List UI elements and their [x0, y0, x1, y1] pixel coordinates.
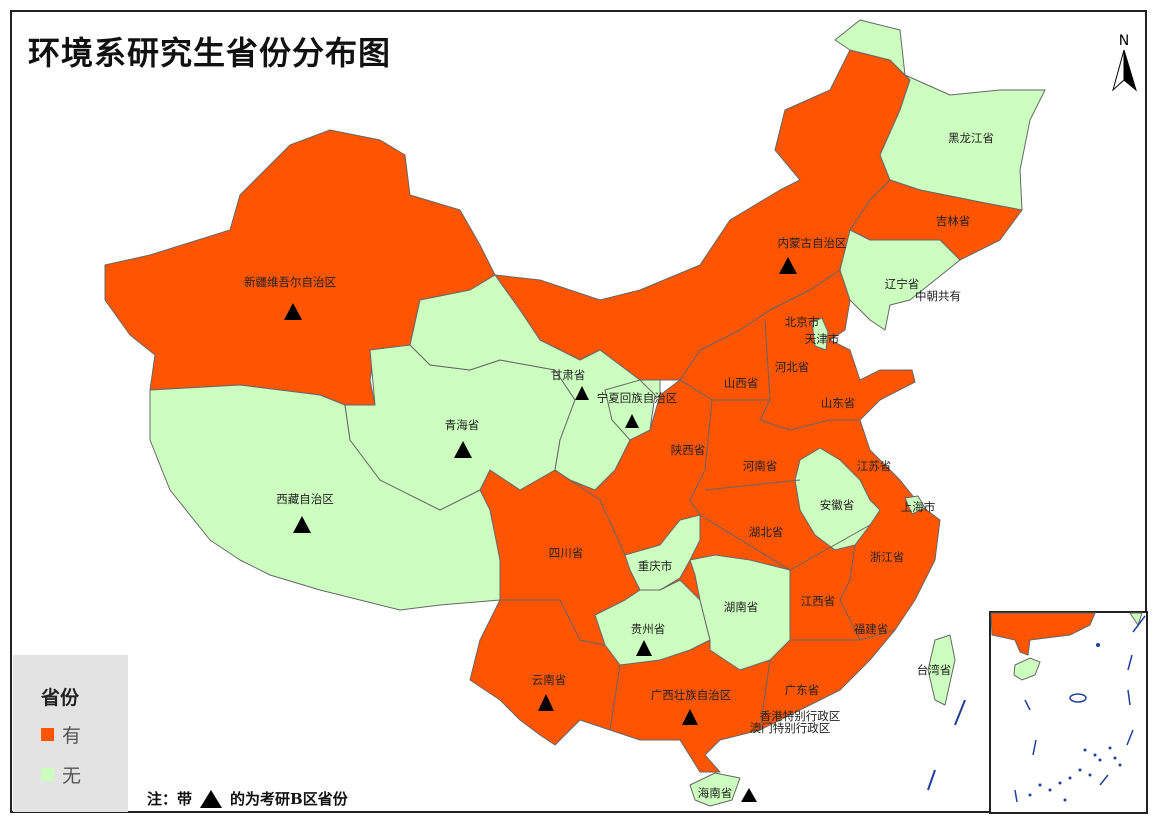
triangle-icon: [625, 414, 639, 428]
province-labels: 黑龙江省 吉林省 内蒙古自治区 辽宁省 中朝共有 新疆维吾尔自治区 北京市 天津…: [244, 131, 994, 800]
province-label: 河北省: [775, 360, 810, 374]
boundary-lines: [699, 514, 871, 571]
south-china-sea-inset: [989, 611, 1148, 814]
boundary-lines: [679, 379, 713, 516]
region-gansu: [409, 274, 661, 491]
province-label: 福建省: [854, 622, 889, 636]
legend-item-none: 无: [41, 761, 81, 788]
region-inner-mongolia: [494, 49, 911, 381]
province-label: 陕西省: [671, 443, 706, 457]
province-label: 江苏省: [857, 459, 892, 473]
province-label: 上海市: [901, 500, 936, 514]
note-suffix: 的为考研B区省份: [230, 790, 348, 808]
province-label: 辽宁省: [885, 277, 920, 291]
province-label: 甘肃省: [551, 368, 586, 382]
boundary-lines: [759, 659, 771, 731]
boundary-lines: [759, 319, 860, 431]
boundary-lines: [554, 469, 626, 556]
boundary-lines: [839, 544, 896, 641]
boundary-lines: [500, 599, 606, 646]
boundary-lines: [704, 479, 801, 491]
sea-boundary-dashes: [927, 699, 966, 791]
province-label: 广东省: [785, 683, 820, 697]
triangle-icon: [682, 709, 698, 725]
province-label: 湖北省: [749, 525, 784, 539]
province-label: 新疆维吾尔自治区: [244, 275, 336, 289]
region-shanghai: [904, 495, 926, 515]
province-label: 贵州省: [631, 622, 666, 636]
north-arrow-icon: N: [1112, 33, 1137, 92]
province-label: 澳门特别行政区: [750, 721, 831, 735]
triangle-icon: [575, 386, 589, 400]
triangle-icon: [454, 441, 472, 458]
province-label: 山东省: [821, 396, 856, 410]
province-label: 云南省: [532, 673, 567, 687]
province-label: 青海省: [445, 418, 480, 432]
legend-title: 省份: [41, 687, 80, 709]
region-tianjin: [811, 317, 829, 351]
b-zone-markers: [284, 257, 797, 802]
province-label: 海南省: [698, 786, 733, 800]
map-title: 环境系研究生省份分布图: [28, 34, 392, 72]
province-label: 湖南省: [724, 600, 759, 614]
province-label: 河南省: [743, 459, 778, 473]
province-label: 江西省: [801, 594, 836, 608]
province-label: 内蒙古自治区: [778, 236, 847, 250]
legend-swatch: [41, 768, 54, 781]
province-label: 中朝共有: [915, 289, 961, 303]
region-ningxia: [604, 379, 656, 441]
triangle-icon: [293, 516, 311, 533]
province-label: 山西省: [724, 376, 759, 390]
region-taiwan: [927, 634, 956, 706]
region-liaoning: [839, 229, 961, 331]
province-label: 宁夏回族自治区: [597, 391, 678, 405]
boundary-lines: [609, 664, 621, 731]
triangle-icon: [779, 257, 797, 274]
province-label: 安徽省: [820, 498, 855, 512]
legend-label: 有: [62, 725, 82, 747]
triangle-icon: [741, 788, 757, 802]
province-label: 天津市: [805, 332, 840, 346]
province-label: 北京市: [785, 315, 820, 329]
note-prefix: 注：带: [147, 790, 193, 808]
province-label: 黑龙江省: [948, 131, 994, 145]
region-hainan: [689, 772, 741, 807]
province-label: 广西壮族自治区: [651, 688, 732, 702]
triangle-icon: [284, 303, 302, 320]
map-frame: [10, 10, 1147, 813]
north-label: N: [1119, 33, 1129, 49]
triangle-icon: [636, 640, 652, 656]
province-label: 香港特别行政区: [760, 709, 841, 723]
triangle-icon: [538, 694, 554, 711]
legend-item-has: 有: [41, 721, 81, 748]
legend: 省份 有 无: [13, 655, 128, 812]
province-label: 重庆市: [638, 559, 673, 573]
province-label: 四川省: [549, 546, 584, 560]
map-note: 注：带 的为考研B区省份: [147, 788, 348, 809]
province-label: 西藏自治区: [276, 492, 334, 506]
province-label: 台湾省: [917, 663, 952, 677]
province-label: 吉林省: [936, 214, 971, 228]
legend-swatch: [41, 728, 54, 741]
province-label: 浙江省: [870, 550, 905, 564]
triangle-icon: [200, 789, 223, 808]
legend-label: 无: [62, 765, 82, 787]
